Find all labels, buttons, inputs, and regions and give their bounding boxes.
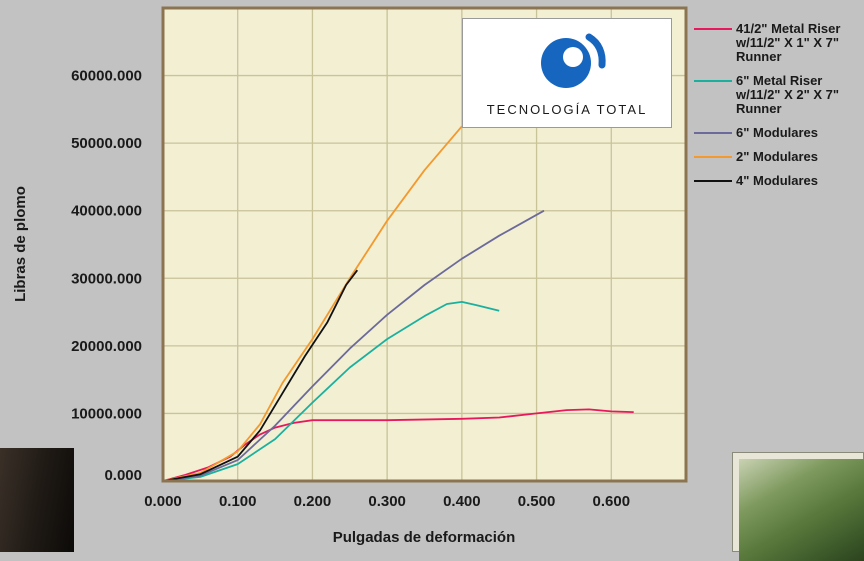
legend: 41/2" Metal Riser w/11/2" X 1" X 7" Runn… [694,22,864,198]
photo-right-image [739,459,864,561]
legend-swatch [694,80,732,82]
legend-swatch [694,28,732,30]
photo-right [732,452,864,561]
y-tick-label: 60000.000 [71,68,142,85]
y-tick-label: 50000.000 [71,135,142,152]
legend-label: 4" Modulares [736,173,819,188]
y-tick-label: 10000.000 [71,405,142,422]
legend-label: 6" Modulares [736,125,819,140]
legend-swatch [694,132,732,134]
series-line [162,125,463,482]
grid-lines [163,8,686,481]
legend-swatch [694,180,732,182]
logo-box: TECNOLOGÍA TOTAL [462,18,672,128]
legend-item: 2" Modulares [694,150,864,164]
photo-left [0,448,74,552]
legend-swatch [694,156,732,158]
legend-item: 6" Metal Riser w/11/2" X 2" X 7" Runner [694,74,864,116]
x-tick-labels: 0.000 0.100 0.200 0.300 0.400 0.500 0.600 [144,493,630,510]
y-tick-label: 30000.000 [71,270,142,287]
plot-frame [161,6,688,483]
y-tick-label: 20000.000 [71,338,142,355]
x-tick-label: 0.000 [144,493,182,510]
logo-arc [585,33,606,69]
x-axis-title: Pulgadas de deformación [333,529,516,546]
x-tick-label: 0.400 [443,493,481,510]
x-tick-label: 0.200 [294,493,332,510]
legend-label: 6" Metal Riser w/11/2" X 2" X 7" Runner [736,73,840,116]
legend-item: 41/2" Metal Riser w/11/2" X 1" X 7" Runn… [694,22,864,64]
y-tick-label: 0.000 [104,467,142,484]
logo-text: TECNOLOGÍA TOTAL [486,102,648,117]
series-line [162,269,359,482]
legend-label: 41/2" Metal Riser w/11/2" X 1" X 7" Runn… [736,21,841,64]
series-line [162,300,500,482]
x-tick-label: 0.300 [368,493,406,510]
y-tick-label: 40000.000 [71,203,142,220]
legend-item: 6" Modulares [694,126,864,140]
series-line [162,209,545,482]
y-tick-labels: 0.000 10000.000 20000.000 30000.000 40000.00… [71,68,142,484]
legend-item: 4" Modulares [694,174,864,188]
x-tick-label: 0.600 [593,493,631,510]
tecnologia-total-logo-icon [541,33,606,88]
x-tick-label: 0.500 [518,493,556,510]
legend-label: 2" Modulares [736,149,819,164]
series-lines [162,125,634,482]
y-axis-title: Libras de plomo [12,186,29,302]
logo-eye [563,47,583,67]
x-tick-label: 0.100 [219,493,257,510]
